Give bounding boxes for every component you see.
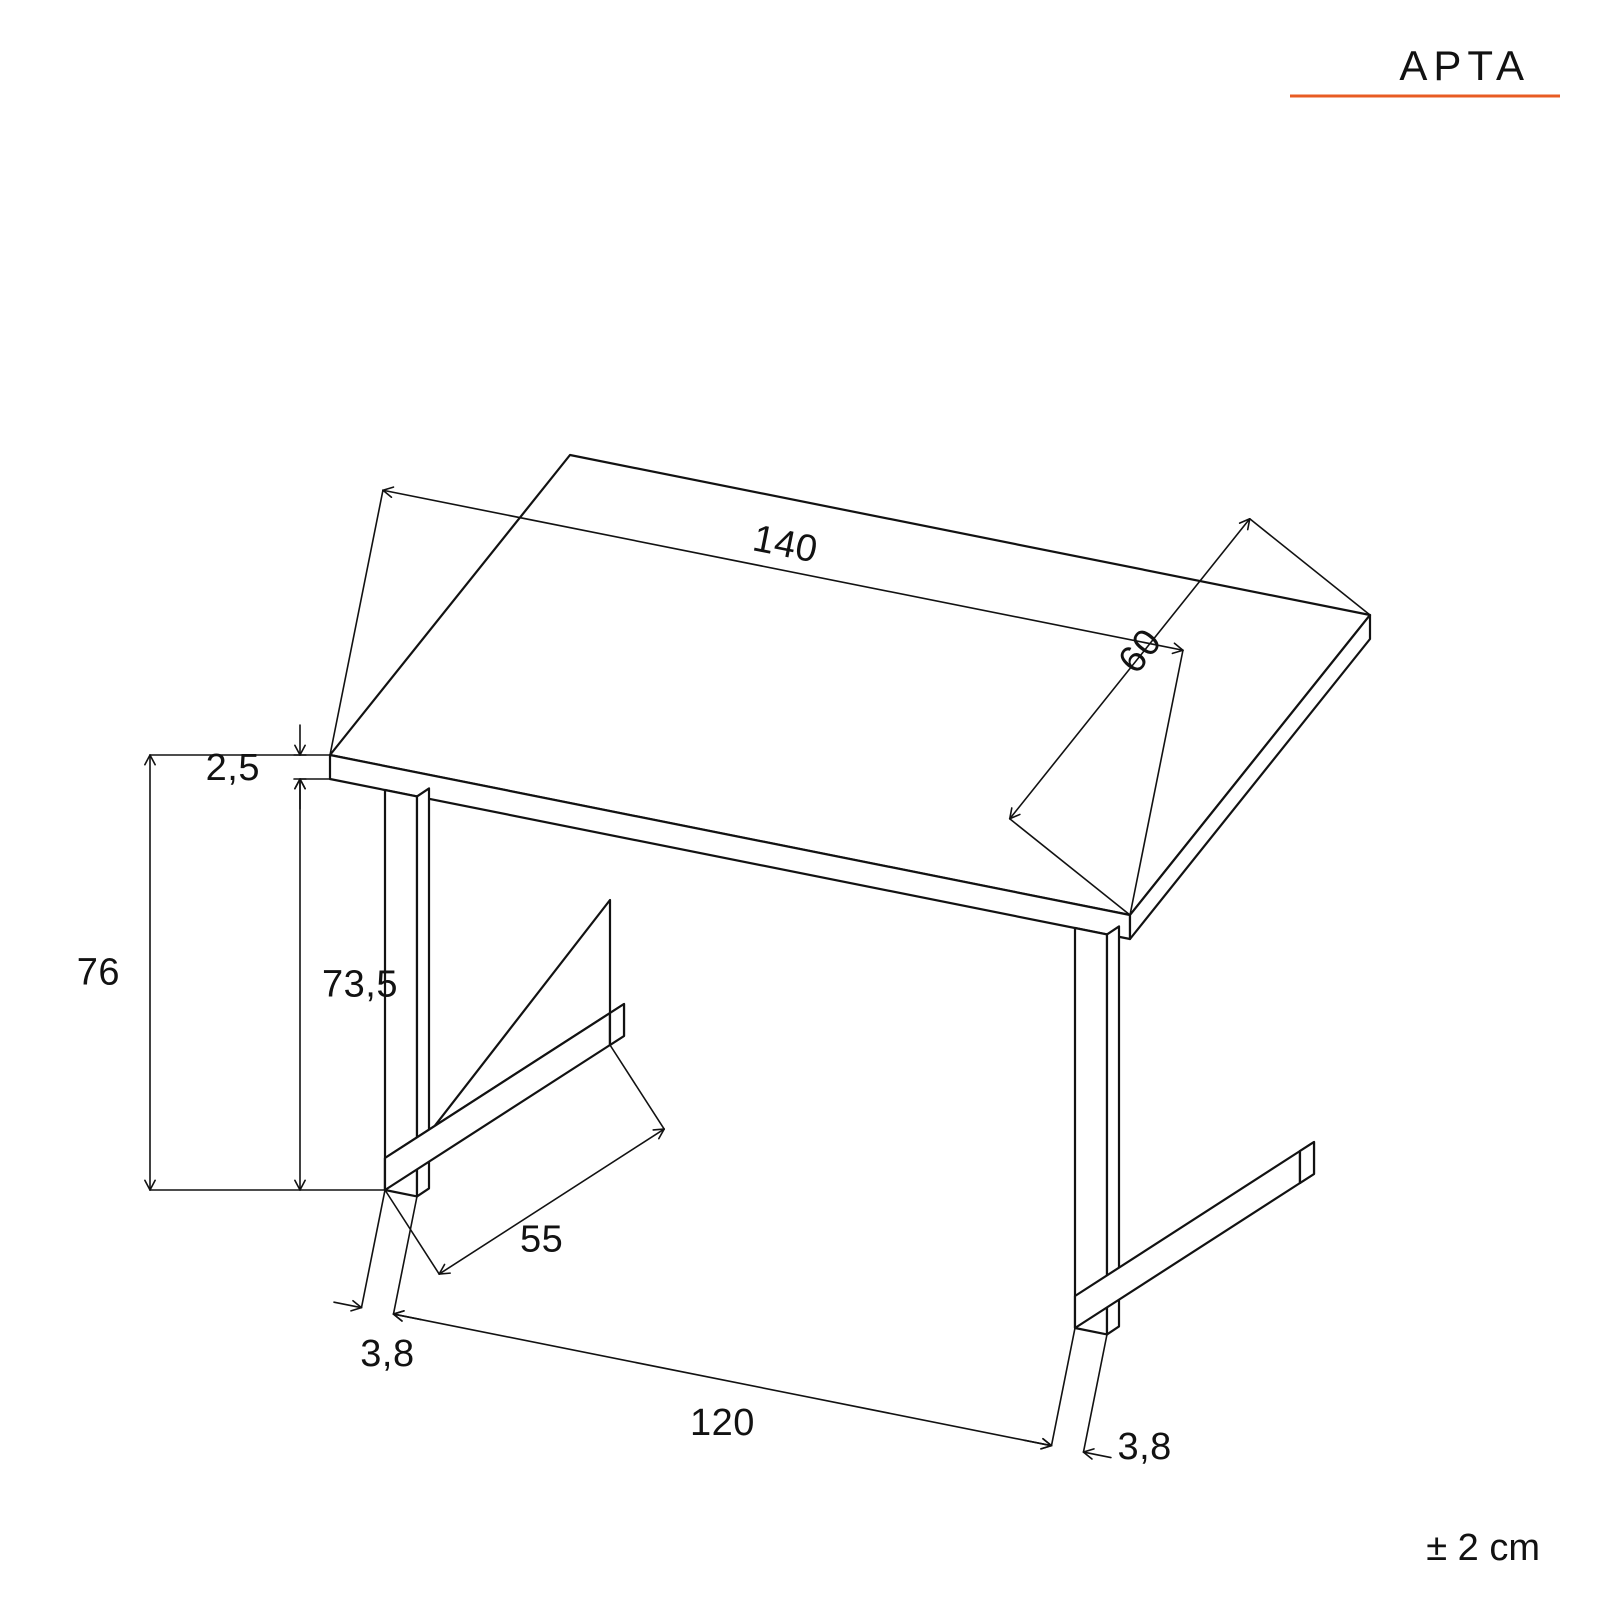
- brand-label: APTA: [1399, 42, 1530, 89]
- desk-drawing: [330, 455, 1370, 1334]
- dim-leg-thick-right: 3,8: [1117, 1426, 1171, 1468]
- dim-leg-thick-left: 3,8: [360, 1333, 414, 1375]
- dim-thickness-2-5: 2,5: [206, 747, 260, 789]
- tolerance-label: ± 2 cm: [1426, 1527, 1540, 1569]
- dim-height-73-5: 73,5: [322, 964, 398, 1006]
- dim-leg-span-120: 120: [690, 1402, 755, 1444]
- dim-height-76: 76: [77, 952, 120, 994]
- dim-leg-depth-55: 55: [520, 1219, 563, 1261]
